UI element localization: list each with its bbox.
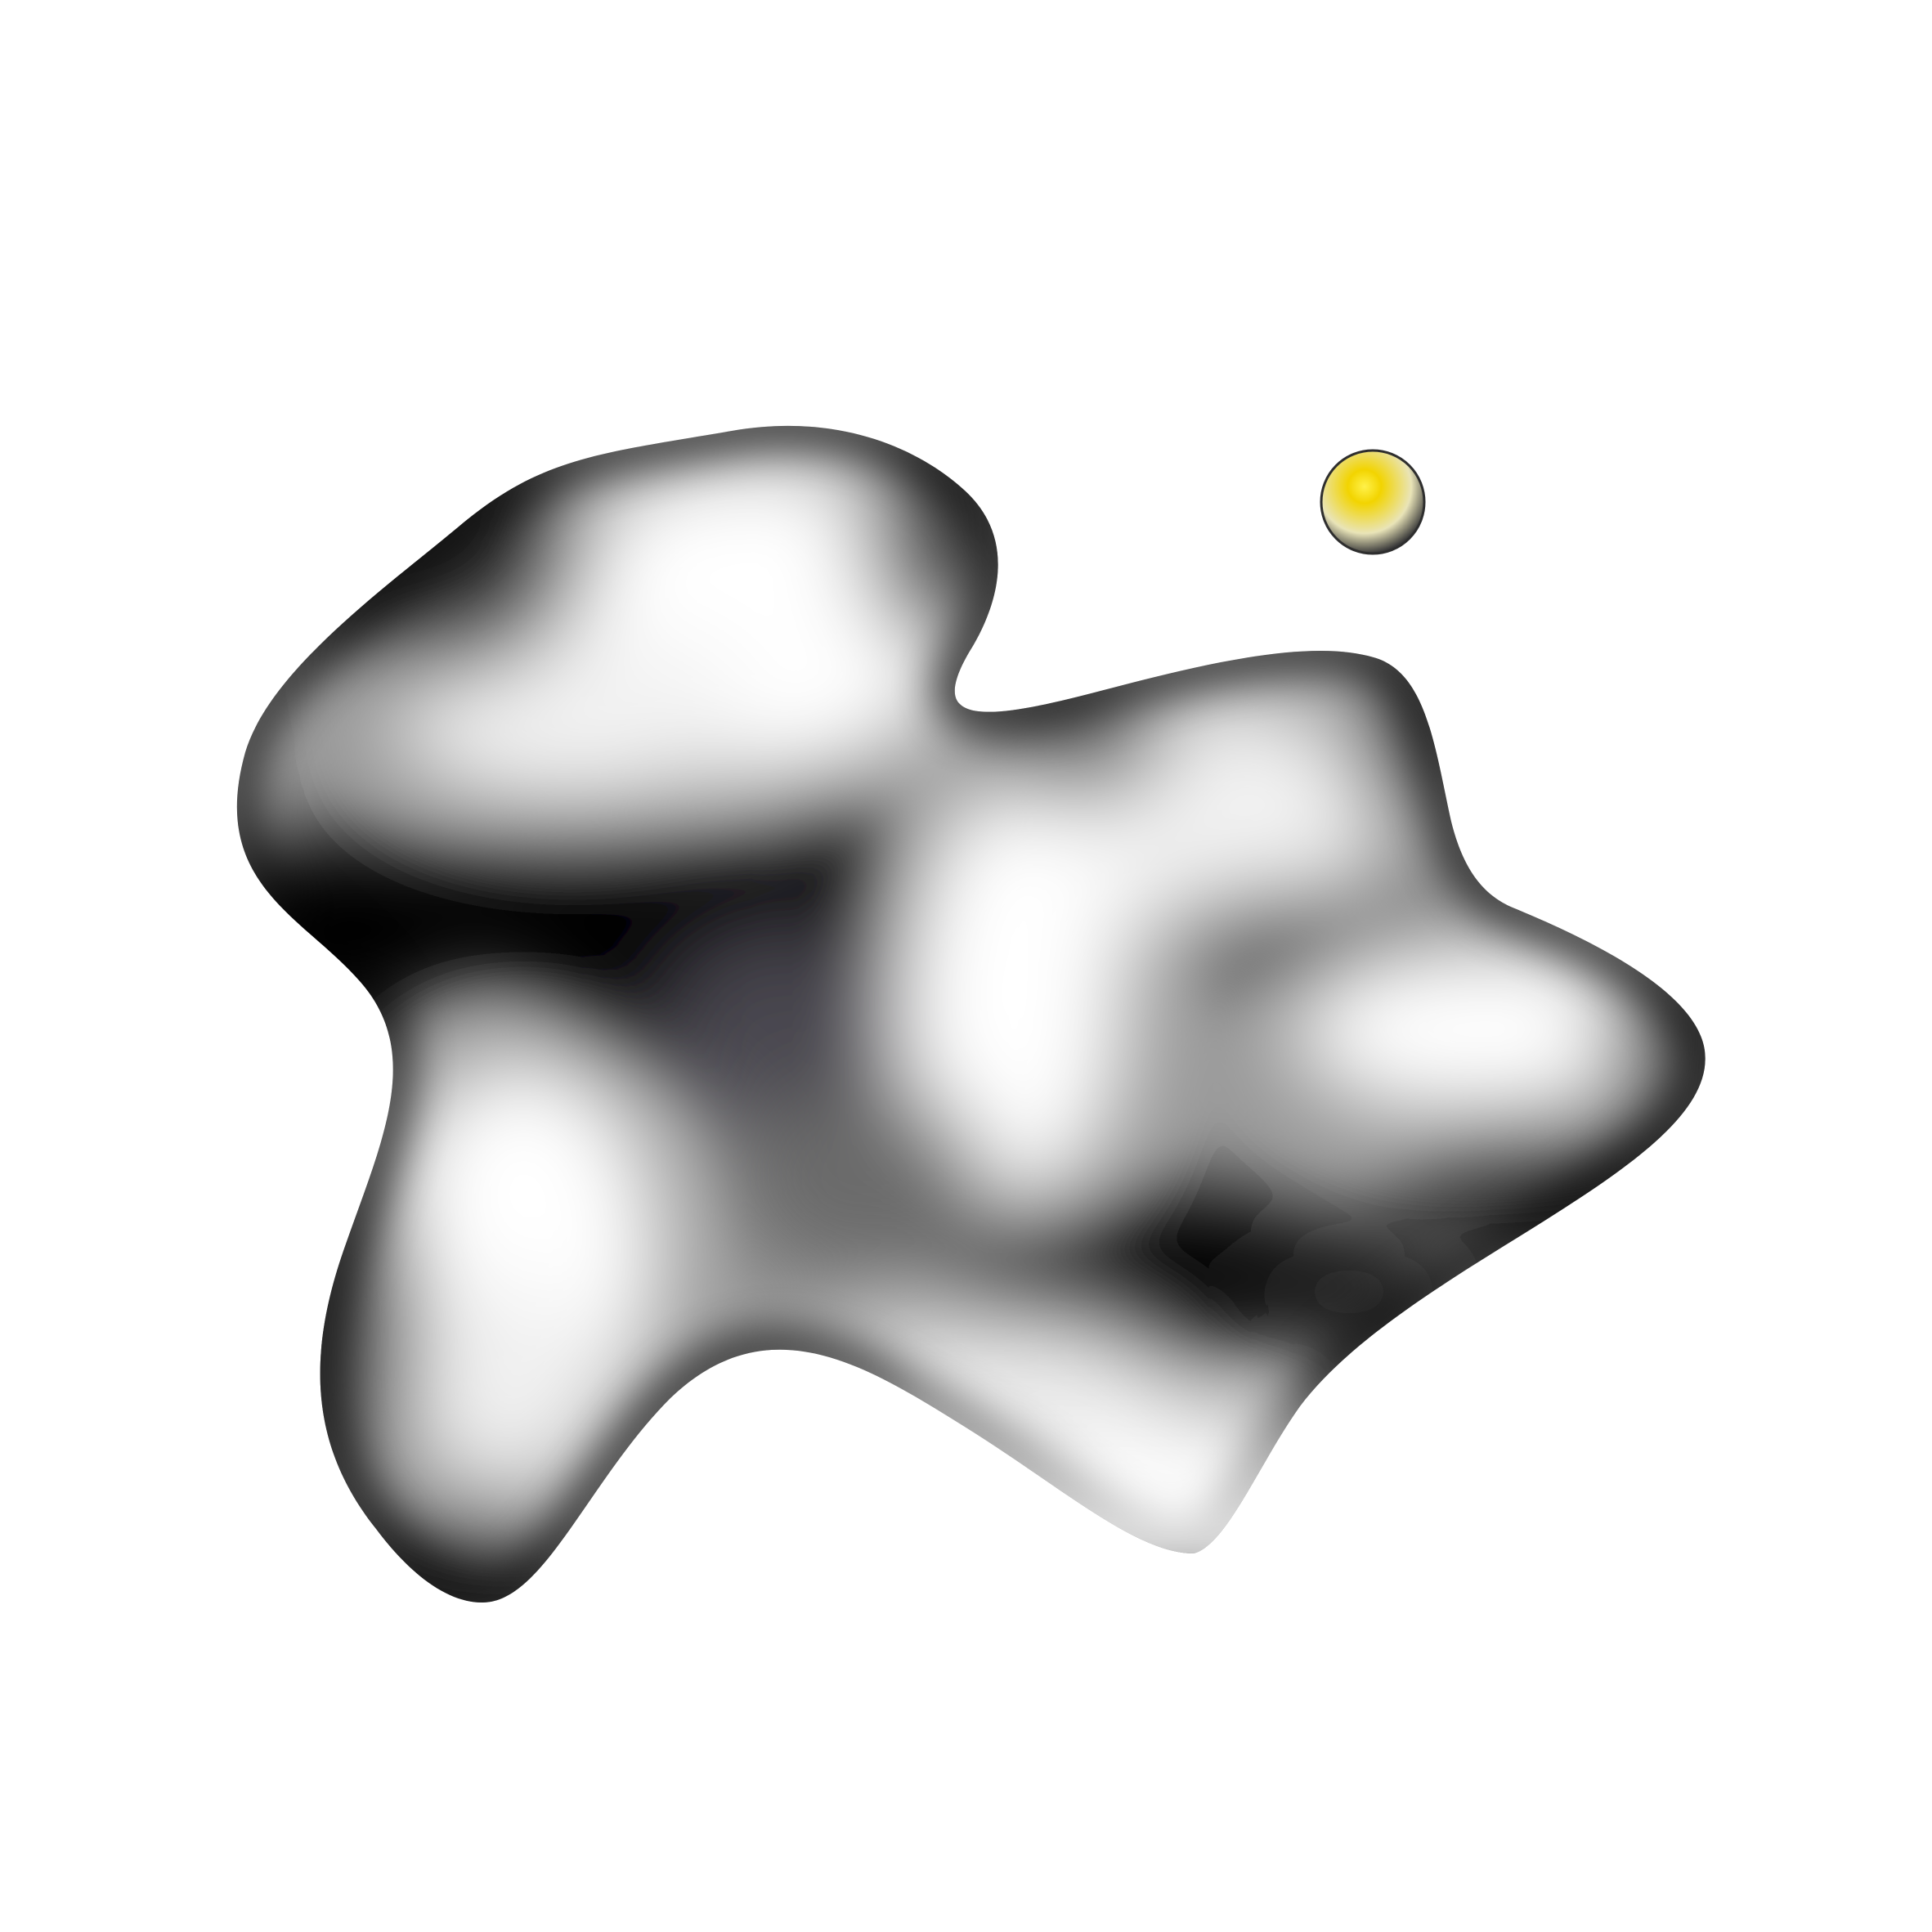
yellow-sphere-icon [1320, 449, 1426, 555]
